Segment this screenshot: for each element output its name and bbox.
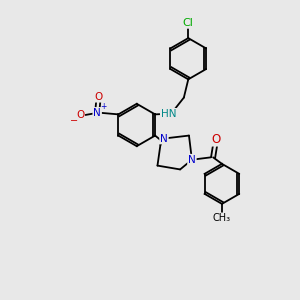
Text: N: N — [93, 108, 101, 118]
Text: Cl: Cl — [183, 18, 194, 28]
Text: CH₃: CH₃ — [213, 213, 231, 223]
Text: −: − — [70, 116, 78, 126]
Text: O: O — [212, 133, 221, 146]
Text: O: O — [94, 92, 103, 102]
Text: N: N — [188, 155, 196, 165]
Text: N: N — [160, 134, 168, 143]
Text: HN: HN — [161, 109, 176, 119]
Text: O: O — [76, 110, 84, 120]
Text: +: + — [100, 102, 107, 111]
